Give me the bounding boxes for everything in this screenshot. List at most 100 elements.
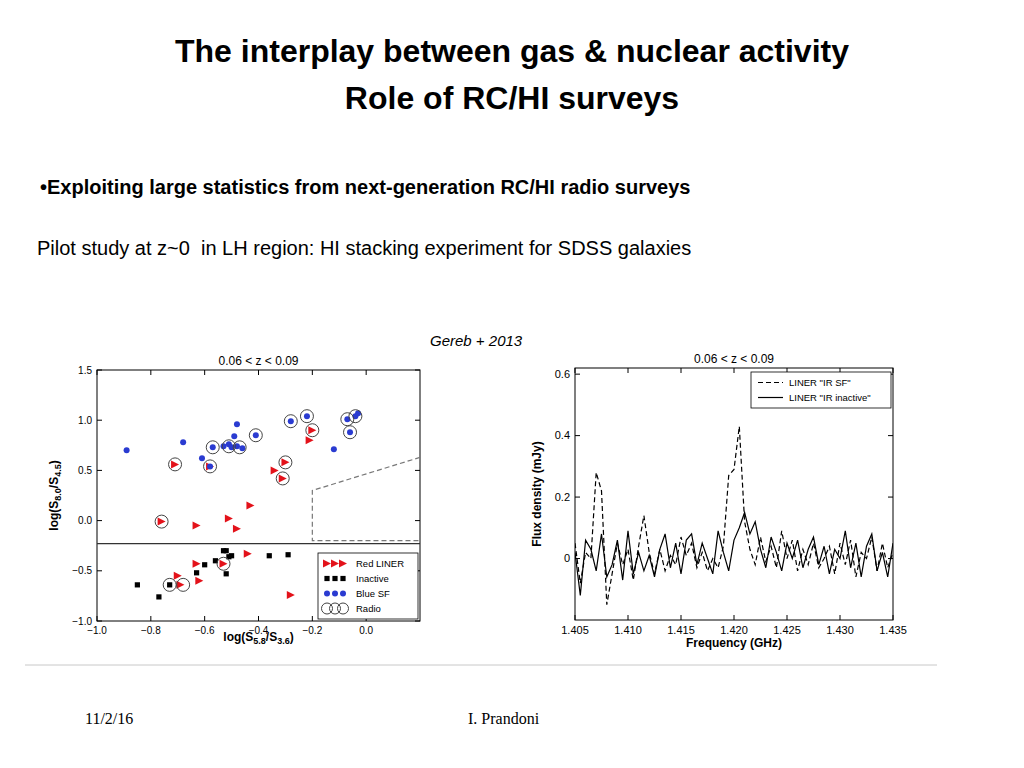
legend-label: LINER "IR inactive" — [789, 392, 871, 403]
marker-circle — [199, 455, 205, 461]
marker-open-circle — [306, 424, 319, 437]
legend-label: Radio — [356, 603, 381, 614]
x-tick — [258, 616, 259, 621]
legend-marker — [338, 603, 349, 614]
y-axis-label: Flux density (mJy) — [530, 441, 544, 546]
marker-triangle — [281, 458, 289, 466]
marker-square — [156, 594, 161, 599]
x-tick-label: −0.6 — [195, 625, 215, 636]
marker-triangle — [158, 518, 166, 526]
legend-label: Inactive — [356, 573, 389, 584]
y-tick — [97, 570, 102, 571]
x-tick — [840, 615, 841, 620]
marker-square — [194, 570, 199, 575]
y-tick — [97, 370, 102, 371]
slide-title: The interplay between gas & nuclear acti… — [175, 33, 849, 69]
x-tick — [150, 616, 151, 621]
label-part: ) — [47, 460, 61, 464]
plot-frame — [575, 368, 893, 620]
label-part: log(S — [223, 630, 253, 644]
x-tick-label: −0.8 — [141, 625, 161, 636]
y-tick-label: 1.5 — [78, 365, 92, 376]
marker-open-circle — [155, 515, 168, 528]
x-tick — [734, 615, 735, 620]
marker-open-circle — [344, 426, 357, 439]
series-2 — [124, 410, 361, 469]
y-tick — [97, 621, 102, 622]
marker-triangle — [193, 560, 201, 568]
series-0 — [158, 426, 317, 599]
x-tick-label: 1.425 — [773, 624, 801, 636]
slide-title: Role of RC/HI surveys — [345, 80, 679, 116]
label-part: /S — [47, 477, 61, 488]
label-part: ) — [290, 630, 294, 644]
x-axis-label: log(S5.8/S3.6) — [223, 630, 293, 646]
footer-author: I. Prandoni — [468, 710, 540, 727]
chart-title: 0.06 < z < 0.09 — [694, 352, 774, 366]
slide: The interplay between gas & nuclear acti… — [0, 0, 1024, 768]
x-tick-label: 1.420 — [720, 624, 748, 636]
marker-square — [202, 562, 207, 567]
marker-triangle — [244, 550, 252, 558]
chart-line: 1.4051.4101.4151.4201.4251.4301.43500.20… — [530, 352, 907, 650]
label-part: 4.5 — [53, 464, 63, 477]
x-tick — [893, 368, 894, 373]
marker-triangle — [279, 474, 287, 482]
x-tick — [893, 615, 894, 620]
marker-circle — [234, 421, 240, 427]
marker-open-circle — [204, 460, 217, 473]
y-tick-label: −0.5 — [72, 565, 92, 576]
marker-square — [229, 553, 234, 558]
marker-circle — [355, 410, 361, 416]
x-tick-label: 1.410 — [614, 624, 642, 636]
legend-marker — [324, 591, 330, 597]
legend-marker — [339, 560, 347, 568]
legend-box — [318, 553, 418, 619]
marker-open-circle — [276, 472, 289, 485]
marker-open-circle — [284, 415, 297, 428]
marker-square — [167, 582, 172, 587]
x-tick-label: 1.415 — [667, 624, 695, 636]
marker-circle — [347, 429, 353, 435]
y-tick — [888, 497, 893, 498]
marks — [575, 426, 893, 604]
y-axis-label: log(S8.0/S4.5) — [47, 460, 63, 530]
plot-frame — [97, 370, 420, 621]
y-tick — [97, 520, 102, 521]
y-tick-label: 1.0 — [78, 415, 92, 426]
y-tick — [415, 621, 420, 622]
legend-marker — [340, 591, 346, 597]
marker-square — [286, 552, 291, 557]
marker-open-circle — [349, 410, 362, 423]
marker-open-circle — [206, 441, 219, 454]
marker-open-circle — [249, 429, 262, 442]
marker-circle — [253, 432, 259, 438]
x-tick — [681, 615, 682, 620]
marker-circle — [124, 447, 130, 453]
marker-open-circle — [177, 578, 190, 591]
marker-open-circle — [279, 456, 292, 469]
y-tick-label: −1.0 — [72, 616, 92, 627]
x-tick — [258, 370, 259, 375]
marker-open-circle — [222, 440, 235, 453]
legend-marker — [332, 591, 338, 597]
label-part: 3.6 — [277, 636, 290, 646]
x-tick — [681, 368, 682, 373]
y-tick — [415, 470, 420, 471]
marker-circle — [304, 413, 310, 419]
marker-open-circle — [169, 458, 182, 471]
y-tick — [97, 420, 102, 421]
marker-triangle — [193, 522, 201, 530]
legend-marker — [332, 576, 337, 581]
y-tick — [415, 420, 420, 421]
marker-open-circle — [341, 413, 354, 426]
label-part: log(S — [47, 501, 61, 531]
series-line — [575, 512, 893, 595]
y-tick-label: 0.4 — [555, 429, 570, 441]
x-tick — [312, 616, 313, 621]
x-tick-label: 1.430 — [826, 624, 854, 636]
x-tick — [204, 616, 205, 621]
x-tick — [97, 616, 98, 621]
y-tick — [415, 520, 420, 521]
series-1 — [135, 548, 291, 599]
